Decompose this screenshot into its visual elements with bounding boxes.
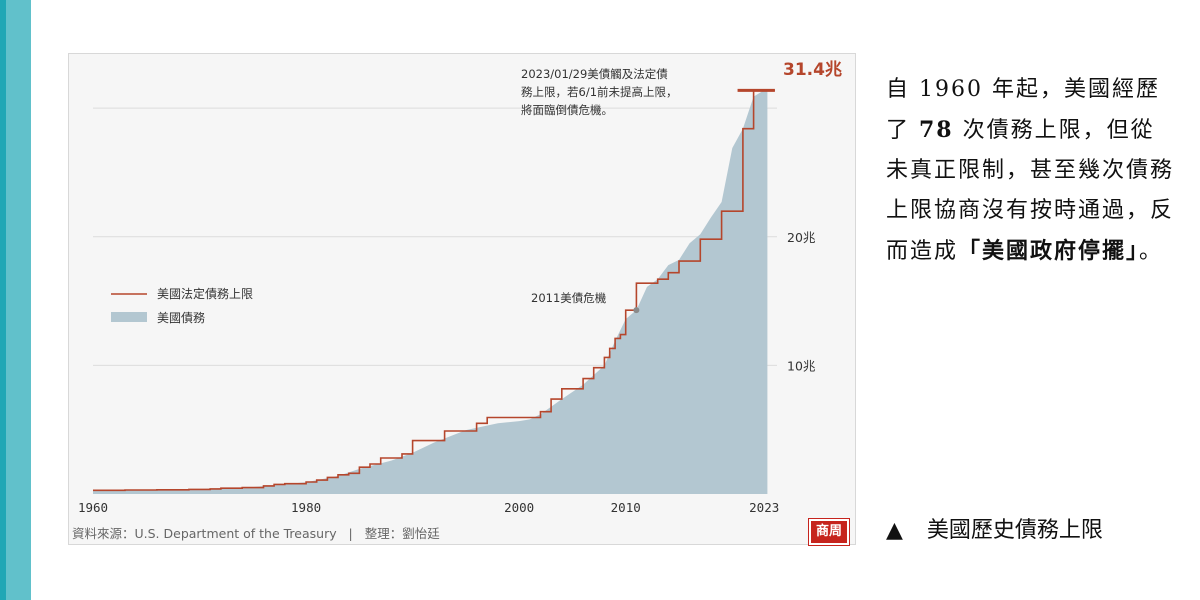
brand-logo: 商周 [808, 518, 850, 546]
chart-source: 資料來源：U.S. Department of the Treasury | 整… [72, 523, 440, 542]
source-separator: | [348, 526, 353, 541]
legend-ceiling-label: 美國法定債務上限 [157, 286, 253, 301]
crisis-point-marker [633, 307, 640, 314]
ceiling-step-line [93, 89, 775, 492]
paragraph-part-1: 78 [919, 117, 954, 143]
y-tick-20: 20兆 [787, 230, 816, 245]
top-note-line-3: 將面臨倒債危機。 [521, 103, 613, 117]
paragraph-part-3: 「美國政府停擺」 [958, 238, 1140, 264]
paragraph-part-0: 自 1960 年起，美國經歷了 [886, 77, 1160, 143]
left-accent-bar [0, 0, 31, 600]
paragraph-part-2: 次債務上限，但從未真正限制，甚至幾次債務上限協商沒有按時通過，反而造成 [886, 118, 1175, 264]
legend-debt-label: 美國債務 [157, 310, 205, 325]
chart-svg: 1960 1980 2000 2010 2023 10兆 20兆 31.4兆 2023/01… [78, 60, 842, 515]
top-note-line-2: 務上限，若6/1前未提高上限， [521, 85, 678, 99]
axis-ticks: 1960 1980 2000 2010 2023 10兆 20兆 [78, 230, 816, 515]
top-note-line-1: 2023/01/29美債觸及法定債 [521, 67, 668, 81]
x-tick-2000: 2000 [504, 500, 534, 515]
caption-text: 美國歷史債務上限 [926, 518, 1103, 543]
x-tick-2010: 2010 [611, 500, 641, 515]
cap-value-label: 31.4兆 [783, 60, 842, 80]
legend-debt-swatch [111, 312, 147, 322]
source-text: 資料來源：U.S. Department of the Treasury [72, 526, 337, 541]
triangle-icon: ▲ [886, 518, 903, 543]
editor-text: 整理：劉怡廷 [364, 526, 440, 541]
x-tick-1960: 1960 [78, 500, 108, 515]
chart-caption: ▲ 美國歷史債務上限 [886, 512, 1103, 544]
y-tick-10: 10兆 [787, 358, 816, 373]
article-paragraph: 自 1960 年起，美國經歷了 78 次債務上限，但從未真正限制，甚至幾次債務上… [886, 70, 1176, 272]
debt-ceiling-chart: 1960 1980 2000 2010 2023 10兆 20兆 31.4兆 2023/01… [68, 53, 856, 545]
crisis-label: 2011美債危機 [531, 291, 607, 305]
debt-area [93, 90, 768, 494]
x-tick-1980: 1980 [291, 500, 321, 515]
x-tick-2023: 2023 [749, 500, 779, 515]
paragraph-part-4: 。 [1139, 239, 1164, 264]
